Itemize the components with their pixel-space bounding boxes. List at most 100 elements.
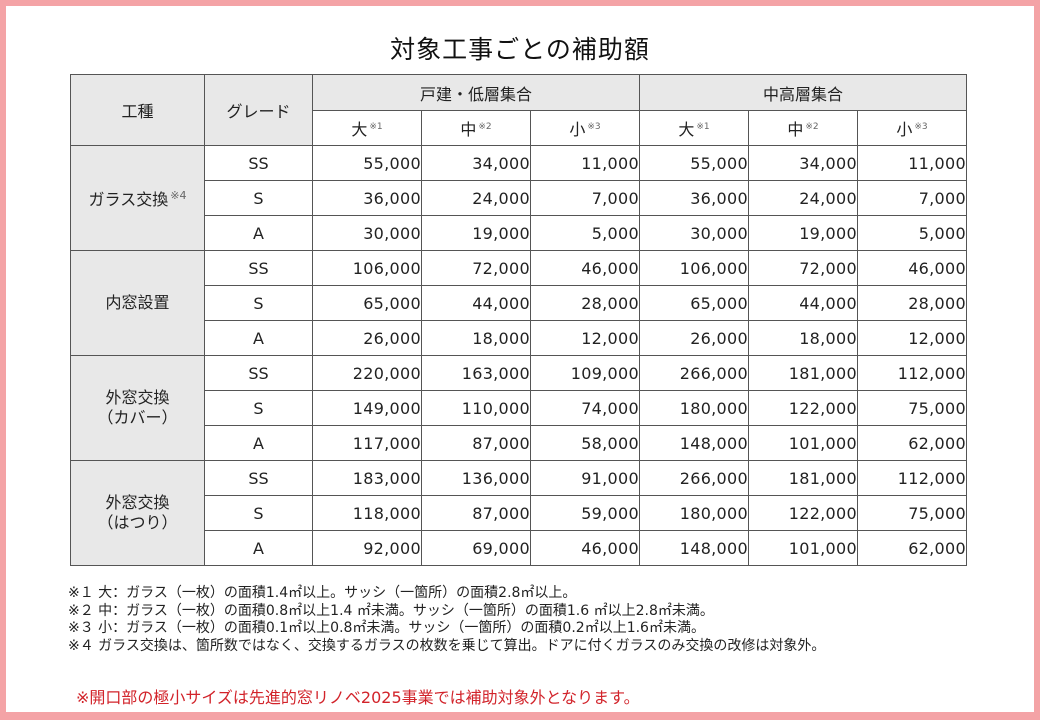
amount-cell: 58,000 xyxy=(530,425,640,461)
amount-cell: 28,000 xyxy=(857,285,967,321)
amount-cell: 181,000 xyxy=(748,460,858,496)
amount-cell: 106,000 xyxy=(639,250,749,286)
footnote-4: ※４ ガラス交換は、箇所数ではなく、交換するガラスの枚数を乗じて算出。ドアに付く… xyxy=(68,637,826,654)
table-row: S 65,000 44,000 28,000 65,000 44,000 28,000 xyxy=(71,285,967,321)
amount-cell: 87,000 xyxy=(421,425,531,461)
table-row: A 26,000 18,000 12,000 26,000 18,000 12,000 xyxy=(71,320,967,356)
grade-cell: S xyxy=(204,180,313,216)
amount-cell: 44,000 xyxy=(421,285,531,321)
amount-cell: 117,000 xyxy=(312,425,422,461)
size-label: 大 xyxy=(678,120,695,139)
size-label: 大 xyxy=(351,120,368,139)
header-work-type: 工種 xyxy=(70,74,205,146)
size-label: 小 xyxy=(569,120,586,139)
amount-cell: 266,000 xyxy=(639,355,749,391)
amount-cell: 34,000 xyxy=(421,145,531,181)
grade-cell: S xyxy=(204,285,313,321)
amount-cell: 180,000 xyxy=(639,495,749,531)
grade-cell: SS xyxy=(204,460,313,496)
work-type-label: 外窓交換 xyxy=(105,388,170,407)
amount-cell: 46,000 xyxy=(857,250,967,286)
amount-cell: 75,000 xyxy=(857,390,967,426)
amount-cell: 109,000 xyxy=(530,355,640,391)
grade-cell: S xyxy=(204,495,313,531)
table-row: S 118,000 87,000 59,000 180,000 122,000 75,000 xyxy=(71,495,967,531)
size-note: ※2 xyxy=(805,122,819,132)
size-note: ※1 xyxy=(369,122,383,132)
grade-cell: A xyxy=(204,215,313,251)
amount-cell: 18,000 xyxy=(421,320,531,356)
work-type-label: 外窓交換 xyxy=(105,493,170,512)
table-row: A 30,000 19,000 5,000 30,000 19,000 5,000 xyxy=(71,215,967,251)
page-title: 対象工事ごとの補助額 xyxy=(390,35,650,64)
amount-cell: 106,000 xyxy=(312,250,422,286)
amount-cell: 74,000 xyxy=(530,390,640,426)
amount-cell: 62,000 xyxy=(857,425,967,461)
amount-cell: 72,000 xyxy=(421,250,531,286)
table-row: ガラス交換 ※4 SS 55,000 34,000 11,000 55,000 34,000 1… xyxy=(70,145,967,251)
grade-cell: SS xyxy=(204,250,313,286)
table-row: A 92,000 69,000 46,000 148,000 101,000 62,000 xyxy=(71,530,967,566)
size-note: ※3 xyxy=(914,122,928,132)
amount-cell: 148,000 xyxy=(639,530,749,566)
amount-cell: 72,000 xyxy=(748,250,858,286)
grade-cell: SS xyxy=(204,145,313,181)
amount-cell: 19,000 xyxy=(748,215,858,251)
amount-cell: 30,000 xyxy=(312,215,422,251)
amount-cell: 36,000 xyxy=(639,180,749,216)
amount-cell: 55,000 xyxy=(312,145,422,181)
size-label: 中 xyxy=(787,120,804,139)
amount-cell: 65,000 xyxy=(639,285,749,321)
amount-cell: 118,000 xyxy=(312,495,422,531)
amount-cell: 24,000 xyxy=(748,180,858,216)
amount-cell: 12,000 xyxy=(857,320,967,356)
footnote-3: ※３ 小：ガラス（一枚）の面積0.1㎡以上0.8㎡未満。サッシ（一箇所）の面積0… xyxy=(68,620,705,636)
table-row: 外窓交換 （はつり） SS 183,000 136,000 91,000 266,000 18… xyxy=(70,460,967,566)
work-type-sublabel: （はつり） xyxy=(97,513,178,532)
amount-cell: 59,000 xyxy=(530,495,640,531)
amount-cell: 136,000 xyxy=(421,460,531,496)
amount-cell: 181,000 xyxy=(748,355,858,391)
amount-cell: 65,000 xyxy=(312,285,422,321)
header-size: 中 ※2 xyxy=(748,110,858,146)
amount-cell: 87,000 xyxy=(421,495,531,531)
amount-cell: 110,000 xyxy=(421,390,531,426)
work-type-label: 内窓設置 xyxy=(105,293,170,312)
work-type-cell: ガラス交換 ※4 xyxy=(70,145,205,251)
amount-cell: 44,000 xyxy=(748,285,858,321)
table-row: A 117,000 87,000 58,000 148,000 101,000 62,000 xyxy=(71,425,967,461)
header-size: 大 ※1 xyxy=(312,110,422,146)
size-label: 中 xyxy=(460,120,477,139)
work-type-cell: 外窓交換 （はつり） xyxy=(70,460,205,566)
table-row: S 36,000 24,000 7,000 36,000 24,000 7,000 xyxy=(71,180,967,216)
amount-cell: 11,000 xyxy=(857,145,967,181)
header-midhighrise: 中高層集合 xyxy=(639,74,967,111)
amount-cell: 46,000 xyxy=(530,250,640,286)
amount-cell: 36,000 xyxy=(312,180,422,216)
footnotes: ※１ 大：ガラス（一枚）の面積1.4㎡以上。サッシ（一箇所）の面積2.8㎡以上。… xyxy=(68,585,825,655)
amount-cell: 75,000 xyxy=(857,495,967,531)
grade-cell: A xyxy=(204,530,313,566)
amount-cell: 18,000 xyxy=(748,320,858,356)
amount-cell: 7,000 xyxy=(857,180,967,216)
size-label: 小 xyxy=(896,120,913,139)
amount-cell: 46,000 xyxy=(530,530,640,566)
grade-cell: A xyxy=(204,320,313,356)
amount-cell: 101,000 xyxy=(748,530,858,566)
subsidy-table: 工種 グレード 戸建・低層集合 中高層集合 大 ※1 中 ※2 小 ※3 大 ※1 中 ※2 小 ※3… xyxy=(70,74,967,566)
amount-cell: 101,000 xyxy=(748,425,858,461)
footnote-2: ※２ 中：ガラス（一枚）の面積0.8㎡以上1.4 ㎡未満。サッシ（一箇所）の面積… xyxy=(68,602,714,619)
amount-cell: 112,000 xyxy=(857,355,967,391)
amount-cell: 30,000 xyxy=(639,215,749,251)
amount-cell: 148,000 xyxy=(639,425,749,461)
table-row: S 149,000 110,000 74,000 180,000 122,000 75,00… xyxy=(71,390,967,426)
amount-cell: 183,000 xyxy=(312,460,422,496)
size-note: ※1 xyxy=(696,122,710,132)
header-size: 大 ※1 xyxy=(639,110,749,146)
amount-cell: 34,000 xyxy=(748,145,858,181)
amount-cell: 26,000 xyxy=(312,320,422,356)
header-size: 小 ※3 xyxy=(857,110,967,146)
amount-cell: 12,000 xyxy=(530,320,640,356)
table-row: 内窓設置 SS 106,000 72,000 46,000 106,000 72,000 46… xyxy=(70,250,967,356)
amount-cell: 122,000 xyxy=(748,495,858,531)
